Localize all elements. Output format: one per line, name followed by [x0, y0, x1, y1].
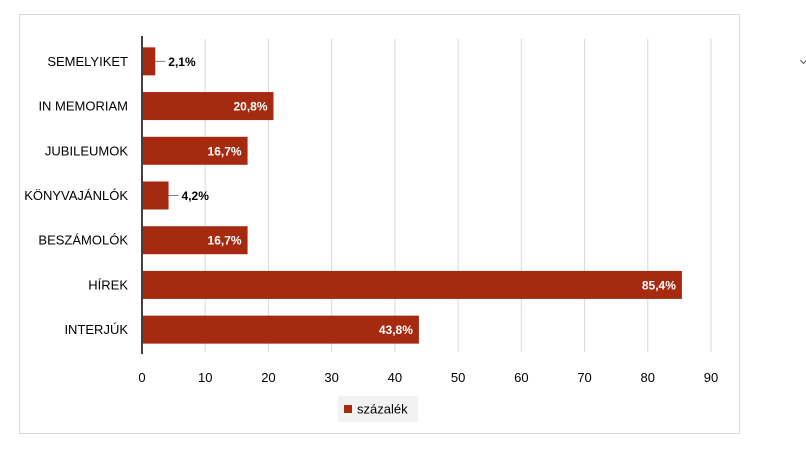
bar [142, 136, 248, 165]
x-tick-label: 90 [704, 370, 718, 385]
data-label: 43,8% [379, 323, 413, 337]
category-label: JUBILEUMOK [45, 143, 128, 158]
x-tick-label: 60 [514, 370, 528, 385]
bar [142, 92, 274, 121]
data-label: 2,1% [168, 55, 196, 69]
data-label: 16,7% [208, 234, 242, 248]
category-label: IN MEMORIAM [38, 99, 128, 114]
x-tick-label: 10 [198, 370, 212, 385]
category-label: INTERJÚK [64, 322, 128, 337]
bar [142, 226, 248, 255]
x-tick-label: 70 [577, 370, 591, 385]
category-label: HÍREK [88, 277, 128, 292]
bar [142, 181, 169, 210]
category-label: BESZÁMOLÓK [38, 233, 128, 248]
legend-label: százalék [357, 402, 408, 417]
x-tick-label: 40 [388, 370, 402, 385]
data-label: 85,4% [642, 278, 676, 292]
x-tick-label: 80 [641, 370, 655, 385]
category-label: KÖNYVAJÁNLÓK [24, 188, 128, 203]
data-label: 16,7% [208, 144, 242, 158]
bar [142, 315, 419, 344]
category-label: SEMELYIKET [47, 54, 128, 69]
data-label: 4,2% [182, 189, 210, 203]
x-tick-label: 50 [451, 370, 465, 385]
x-tick-label: 30 [324, 370, 338, 385]
legend-swatch [344, 405, 352, 413]
bar [142, 270, 682, 299]
x-tick-label: 0 [138, 370, 145, 385]
data-label: 20,8% [233, 100, 267, 114]
x-tick-label: 20 [261, 370, 275, 385]
bar [142, 47, 156, 76]
chart-frame [19, 14, 740, 434]
